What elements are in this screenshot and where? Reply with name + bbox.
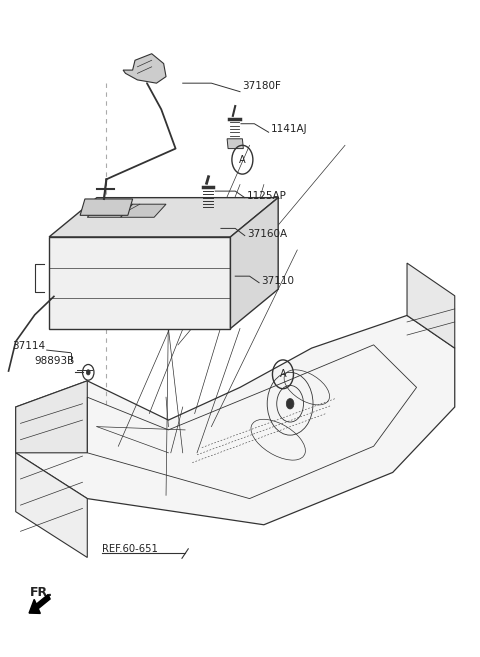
Text: 1141AJ: 1141AJ [271, 124, 308, 134]
Text: 37110: 37110 [262, 276, 294, 286]
FancyArrow shape [29, 595, 50, 614]
Text: FR.: FR. [30, 585, 53, 599]
Polygon shape [16, 315, 455, 525]
Text: 37114: 37114 [12, 341, 45, 351]
Polygon shape [16, 381, 87, 453]
Text: A: A [239, 154, 246, 165]
Polygon shape [87, 204, 132, 217]
Text: 37160A: 37160A [247, 229, 288, 238]
Polygon shape [230, 198, 278, 328]
Polygon shape [49, 237, 230, 328]
Polygon shape [227, 139, 243, 148]
Polygon shape [49, 198, 278, 237]
Polygon shape [80, 199, 132, 215]
Circle shape [86, 370, 90, 375]
Polygon shape [407, 263, 455, 348]
Polygon shape [16, 453, 87, 558]
Text: A: A [280, 369, 286, 379]
Text: 98893B: 98893B [35, 356, 75, 366]
Polygon shape [123, 54, 166, 83]
Text: 37180F: 37180F [242, 81, 281, 91]
Circle shape [286, 399, 294, 409]
Text: 1125AP: 1125AP [247, 191, 287, 200]
Polygon shape [120, 204, 166, 217]
Text: REF.60-651: REF.60-651 [102, 544, 157, 554]
